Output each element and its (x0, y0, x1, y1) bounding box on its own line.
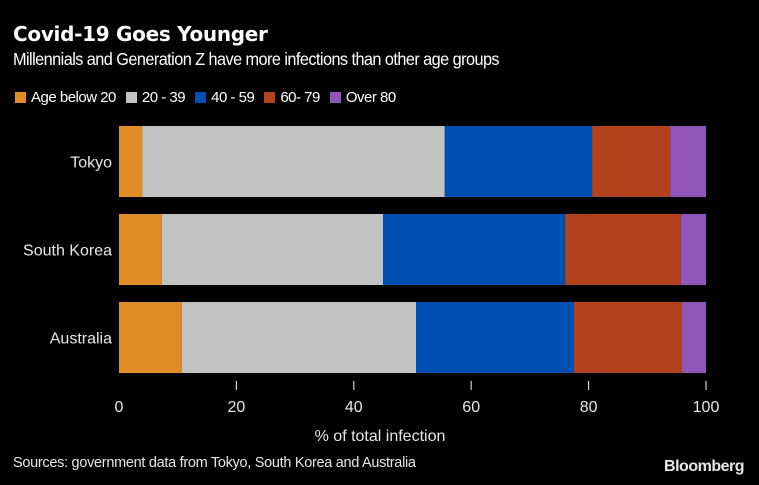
legend-swatch (264, 92, 276, 103)
legend-item-over-80: Over 80 (329, 89, 396, 106)
x-axis: 0 20 40 60 80 100 (115, 381, 720, 416)
bar-tokyo-60-79 (592, 126, 671, 197)
x-tick-label: 20 (228, 399, 246, 416)
bar-australia-60-79 (573, 302, 682, 373)
bar-tokyo-40-59 (444, 126, 593, 197)
bar-tokyo-20-39 (142, 126, 445, 197)
bar-tokyo-over-80 (670, 126, 706, 197)
bar-australia-20-39 (181, 302, 417, 373)
x-tick-label: 0 (115, 399, 124, 416)
x-tick-label: 40 (345, 399, 363, 416)
category-label-south-korea: South Korea (23, 243, 112, 260)
legend-item-20-39: 20 - 39 (125, 89, 186, 106)
legend-item-age-below-20: Age below 20 (15, 89, 116, 106)
bars-group (119, 126, 706, 373)
bar-south-korea-over-80 (680, 214, 706, 285)
bar-tokyo-age-below-20 (119, 126, 143, 197)
legend-label: Age below 20 (31, 89, 116, 106)
legend: Age below 20 20 - 39 40 - 59 60- 79 Over… (15, 89, 406, 106)
legend-label: 60- 79 (280, 89, 320, 106)
bar-south-korea-40-59 (383, 214, 566, 285)
legend-swatch (125, 92, 137, 103)
legend-swatch (329, 92, 341, 103)
bar-south-korea-60-79 (565, 214, 681, 285)
x-tick-label: 100 (693, 399, 720, 416)
chart-title: Covid-19 Goes Younger (13, 22, 268, 46)
bar-south-korea-20-39 (161, 214, 384, 285)
bar-australia-over-80 (681, 302, 706, 373)
category-labels: Tokyo South Korea Australia (23, 155, 112, 348)
legend-swatch (195, 92, 207, 103)
legend-label: 20 - 39 (141, 89, 186, 106)
legend-swatch (15, 92, 26, 103)
legend-item-60-79: 60- 79 (264, 89, 320, 106)
bar-australia-40-59 (416, 302, 574, 373)
legend-label: Over 80 (345, 89, 396, 106)
x-tick-label: 60 (462, 399, 480, 416)
legend-label: 40 - 59 (211, 89, 255, 106)
category-label-australia: Australia (50, 331, 112, 348)
source-note: Sources: government data from Tokyo, Sou… (13, 455, 416, 471)
bar-australia-age-below-20 (119, 302, 182, 373)
category-label-tokyo: Tokyo (70, 155, 112, 172)
bar-south-korea-age-below-20 (119, 214, 162, 285)
x-axis-label: % of total infection (315, 428, 446, 445)
brand-logo: Bloomberg (664, 458, 744, 475)
chart-subtitle: Millennials and Generation Z have more i… (13, 49, 500, 69)
x-tick-label: 80 (580, 399, 598, 416)
legend-item-40-59: 40 - 59 (195, 89, 255, 106)
